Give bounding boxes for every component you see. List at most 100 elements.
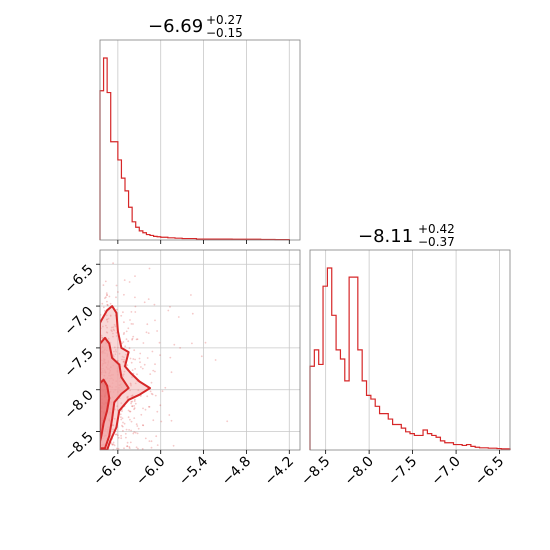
- scatter-point: [131, 405, 134, 408]
- scatter-point: [112, 332, 114, 335]
- hist2-title-main: −8.11: [358, 226, 413, 247]
- scatter-point: [156, 410, 159, 413]
- scatter-point: [131, 395, 134, 397]
- scatter-point: [134, 368, 137, 370]
- scatter-point: [146, 357, 149, 359]
- scatter-point: [106, 294, 108, 296]
- scatter-point: [130, 401, 133, 403]
- scatter-point: [200, 355, 203, 358]
- scatter-point: [154, 394, 157, 397]
- hist2-tick-label: −8.5: [298, 454, 333, 489]
- scatter-point: [127, 409, 130, 412]
- scatter-point: [137, 389, 140, 391]
- scatter-point: [123, 332, 125, 334]
- scatter-point: [122, 333, 125, 335]
- hist2-title-sub: −0.37: [418, 235, 455, 249]
- hist2-frame: [309, 249, 511, 451]
- scatter-point: [172, 444, 175, 447]
- scatter-point: [101, 336, 104, 339]
- scatter-point: [133, 417, 136, 419]
- scatter-point: [121, 424, 123, 427]
- scatter-point: [135, 423, 138, 426]
- scatter-point: [132, 323, 134, 325]
- scatter-point: [111, 443, 114, 445]
- scatter-xticks: −6.6 −6.0 −5.4 −4.8 −4.2: [90, 450, 297, 489]
- hist1-step-line: [99, 57, 290, 241]
- scatter-point: [112, 441, 115, 444]
- scatter-point: [123, 293, 125, 296]
- scatter-point: [106, 294, 108, 296]
- scatter-point: [144, 437, 147, 440]
- hist2-xticks: −8.5 −8.0 −7.5 −7.0 −6.5: [298, 450, 507, 489]
- scatter-point: [125, 330, 128, 333]
- scatter-point: [105, 331, 108, 333]
- scatter-frame: [99, 249, 301, 451]
- scatter-point: [107, 337, 110, 340]
- scatter-point: [144, 408, 147, 411]
- scatter-point: [130, 361, 133, 364]
- scatter-point: [114, 349, 117, 351]
- scatter-point: [102, 284, 105, 286]
- scatter-point: [170, 371, 173, 374]
- scatter-point: [109, 315, 112, 317]
- scatter-point: [156, 330, 159, 332]
- scatter-point: [191, 312, 194, 315]
- scatter-point: [124, 345, 127, 348]
- scatter-point: [150, 392, 153, 395]
- hist2-tick-label: −7.0: [429, 454, 464, 489]
- scatter-point: [128, 281, 131, 283]
- scatter-point: [214, 359, 217, 361]
- scatter-point: [139, 395, 142, 397]
- scatter-point: [123, 370, 126, 373]
- scatter-point: [136, 425, 139, 427]
- scatter-point: [133, 400, 136, 402]
- scatter-point: [133, 349, 136, 352]
- hist2-gridlines: [325, 250, 500, 450]
- scatter-point: [123, 279, 126, 281]
- scatter-point: [121, 358, 123, 361]
- scatter-point: [106, 304, 109, 307]
- scatter-point: [104, 297, 106, 299]
- scatter-point: [134, 305, 137, 308]
- scatter-point: [128, 347, 131, 350]
- scatter-point: [112, 424, 114, 426]
- scatter-point: [148, 440, 151, 442]
- scatter-point: [120, 416, 122, 418]
- scatter-point: [155, 435, 158, 438]
- scatter-point: [134, 275, 136, 277]
- scatter-point: [147, 298, 150, 300]
- scatter-point: [103, 310, 106, 312]
- scatter-point: [150, 446, 153, 449]
- scatter-point: [133, 431, 136, 433]
- scatter-point: [168, 414, 171, 416]
- scatter-point: [146, 395, 149, 398]
- scatter-point: [132, 335, 135, 338]
- scatter-point: [111, 330, 113, 333]
- scatter-point: [143, 301, 146, 304]
- scatter-point: [106, 320, 109, 323]
- scatter-point: [112, 428, 114, 431]
- scatter-point: [106, 303, 109, 306]
- scatter-point: [105, 292, 108, 294]
- scatter-point: [129, 441, 132, 444]
- scatter-point: [133, 405, 136, 407]
- scatter-point: [105, 314, 108, 317]
- histogram-panel-1: −6.69 +0.27 −0.15: [99, 13, 301, 244]
- scatter-point: [133, 408, 136, 411]
- scatter-point: [154, 363, 156, 366]
- scatter-point: [139, 352, 142, 355]
- scatter-point: [101, 302, 104, 305]
- scatter-point: [142, 342, 145, 344]
- scatter-point: [154, 319, 156, 322]
- scatter-point: [109, 302, 112, 305]
- hist1-gridlines: [117, 40, 290, 240]
- scatter-point: [116, 359, 119, 362]
- scatter-point: [131, 376, 133, 378]
- scatter-point: [136, 338, 139, 341]
- scatter-point: [128, 447, 131, 449]
- scatter-point: [120, 437, 123, 440]
- hist2-title-sup: +0.42: [418, 222, 455, 236]
- scatter-point: [138, 357, 141, 360]
- scatter-point: [151, 350, 154, 353]
- scatter-point: [112, 326, 115, 329]
